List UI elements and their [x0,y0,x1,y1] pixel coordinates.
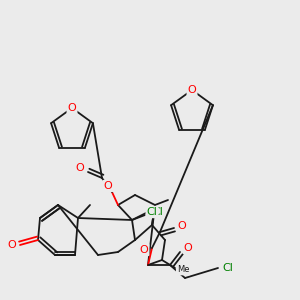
Text: O: O [103,181,112,191]
Text: Cl: Cl [223,263,233,273]
Text: O: O [178,221,186,231]
Text: O: O [140,245,148,255]
Text: O: O [68,103,76,113]
Text: Me: Me [177,266,189,274]
Text: O: O [76,163,84,173]
Text: O: O [8,240,16,250]
Text: Cl: Cl [153,207,164,217]
Text: O: O [188,85,196,95]
Text: O: O [184,243,192,253]
Text: Cl: Cl [147,207,158,217]
